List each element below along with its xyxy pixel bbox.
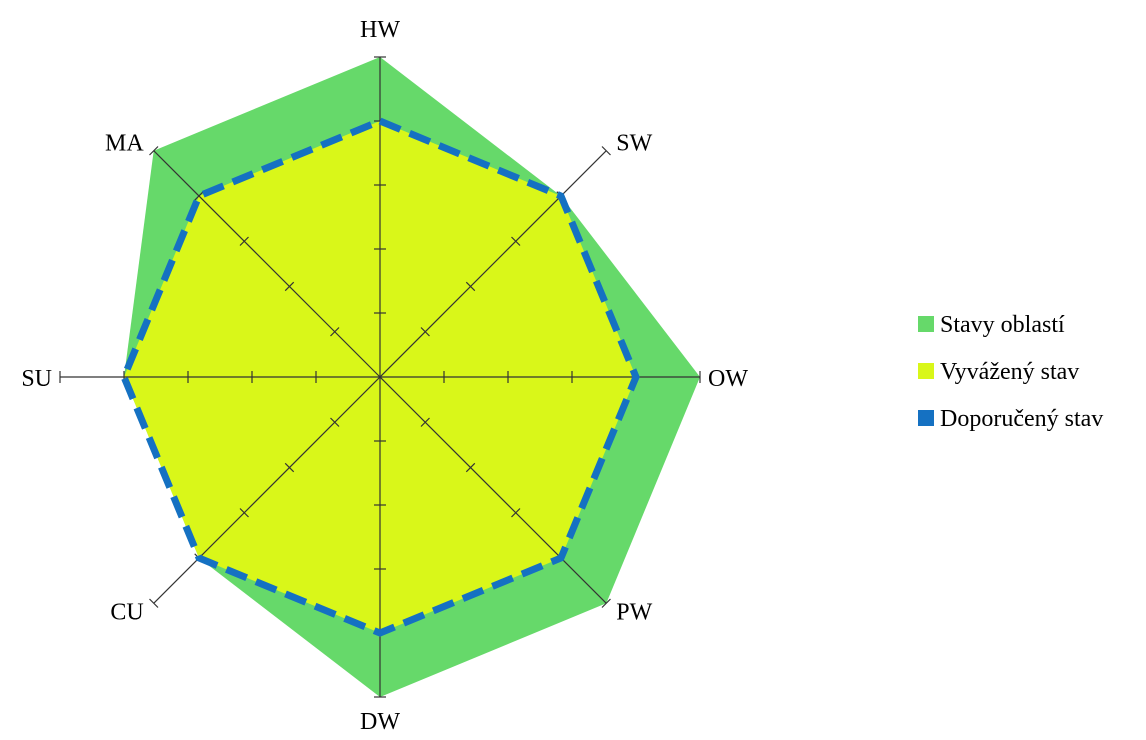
- axes-layer: [59, 56, 701, 698]
- tick-PW-1: [420, 417, 430, 427]
- legend: Stavy oblastí Vyvážený stav Doporučený sta…: [918, 312, 1103, 432]
- tick-CU-3: [239, 508, 249, 518]
- tick-MA-5: [149, 146, 159, 156]
- axis-line-PW: [379, 376, 607, 604]
- tick-MA-4: [194, 191, 204, 201]
- axis-line-CU: [153, 376, 381, 604]
- axis-label-PW: PW: [616, 599, 652, 625]
- tick-PW-5: [601, 598, 611, 608]
- legend-label-0: Stavy oblastí: [940, 312, 1065, 338]
- dash-layer: [120, 117, 640, 637]
- tick-MA-3: [239, 236, 249, 246]
- tick-SW-3: [511, 236, 521, 246]
- axis-label-DW: DW: [360, 709, 400, 735]
- legend-swatch-0: [918, 316, 934, 332]
- axis-label-MA: MA: [105, 131, 144, 157]
- tick-SW-2: [465, 281, 476, 292]
- tick-MA-2: [284, 281, 295, 292]
- axis-label-SW: SW: [616, 131, 652, 157]
- tick-PW-2: [465, 462, 476, 473]
- axis-line-SW: [379, 150, 607, 378]
- tick-SW-1: [420, 327, 430, 337]
- axis-label-HW: HW: [360, 17, 400, 43]
- tick-CU-2: [284, 462, 295, 473]
- axis-label-SU: SU: [21, 366, 52, 392]
- legend-swatch-2: [918, 410, 934, 426]
- tick-CU-1: [330, 417, 340, 427]
- labels-layer: HW SW OW PW DW CU SU MA: [21, 17, 748, 735]
- legend-label-1: Vyvážený stav: [940, 359, 1079, 385]
- tick-PW-3: [511, 508, 521, 518]
- axis-label-OW: OW: [708, 366, 748, 392]
- tick-MA-1: [330, 327, 340, 337]
- tick-CU-5: [149, 598, 159, 608]
- tick-SW-5: [601, 146, 611, 156]
- series-line-2: [120, 117, 640, 637]
- axis-line-MA: [153, 150, 381, 378]
- legend-swatch-1: [918, 363, 934, 379]
- legend-label-2: Doporučený stav: [940, 406, 1103, 432]
- axis-label-CU: CU: [110, 599, 143, 625]
